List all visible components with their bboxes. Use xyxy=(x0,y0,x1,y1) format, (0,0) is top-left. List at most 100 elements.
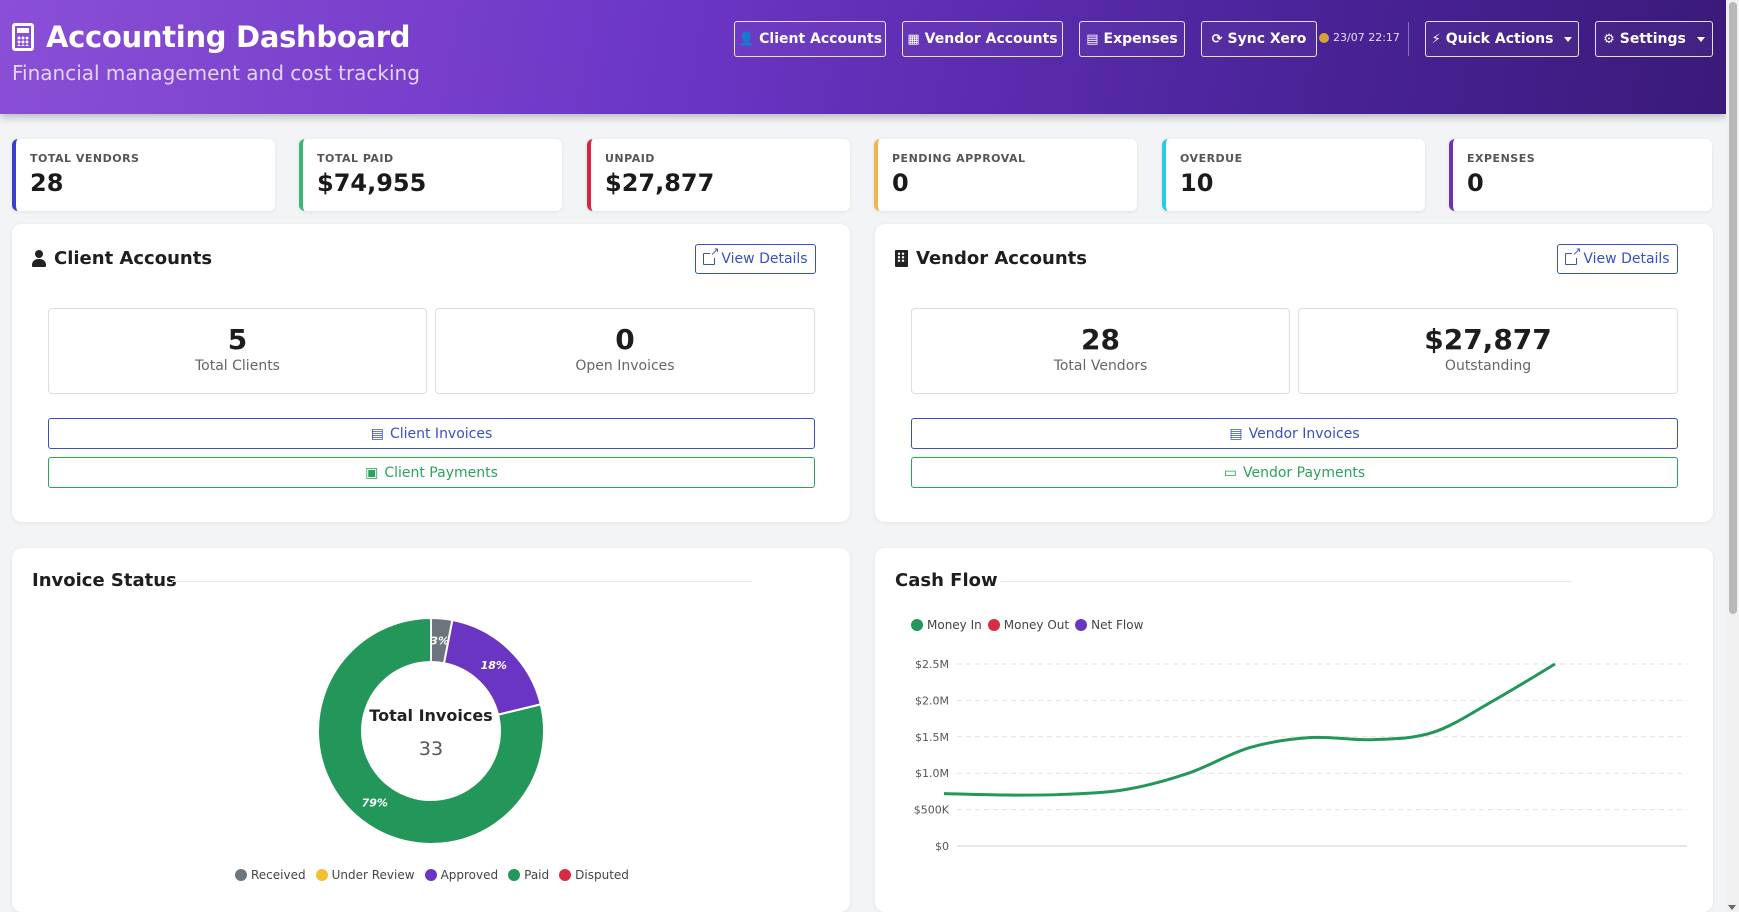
invoice-status-donut-chart: 3% 18% 79% Total Invoices 33 xyxy=(317,616,545,845)
stat-value: 28 xyxy=(30,169,64,197)
stat-value: 0 xyxy=(892,169,909,197)
metric-value: 28 xyxy=(1081,323,1120,356)
sync-xero-button[interactable]: ⟳ Sync Xero xyxy=(1201,21,1317,57)
legend-dot xyxy=(911,619,923,631)
total-vendors-metric: 28 Total Vendors xyxy=(911,308,1290,394)
view-details-label: View Details xyxy=(721,251,808,267)
client-payments-label: Client Payments xyxy=(384,464,498,481)
page-scrollbar[interactable] xyxy=(1726,0,1739,912)
stat-label: TOTAL VENDORS xyxy=(30,152,140,165)
stat-card: EXPENSES 0 xyxy=(1449,139,1712,211)
client-invoices-button[interactable]: ▤ Client Invoices xyxy=(48,418,815,449)
header-divider xyxy=(1408,22,1409,56)
stat-card: TOTAL VENDORS 28 xyxy=(12,139,275,211)
title-row: Accounting Dashboard xyxy=(12,20,411,54)
legend-item[interactable]: Received xyxy=(235,868,306,882)
header: Accounting Dashboard Financial managemen… xyxy=(0,0,1726,114)
donut-slice-paid[interactable] xyxy=(317,616,545,845)
stat-value: 10 xyxy=(1180,169,1214,197)
title-divider xyxy=(1001,581,1571,582)
cash-flow-title: Cash Flow xyxy=(895,570,998,591)
quick-actions-dropdown[interactable]: ⚡ Quick Actions xyxy=(1425,21,1579,57)
stat-card: PENDING APPROVAL 0 xyxy=(874,139,1137,211)
client-accounts-label: Client Accounts xyxy=(759,31,883,47)
metric-value: 5 xyxy=(227,323,248,356)
slice-percent-label: 79% xyxy=(362,797,388,810)
client-payments-button[interactable]: ▣ Client Payments xyxy=(48,457,815,488)
vendor-panel-title: Vendor Accounts xyxy=(916,248,1087,269)
vendor-view-details-button[interactable]: View Details xyxy=(1557,244,1678,274)
client-invoices-label: Client Invoices xyxy=(389,425,493,442)
settings-label: Settings xyxy=(1619,31,1686,47)
client-accounts-button[interactable]: 👤 Client Accounts xyxy=(734,21,886,57)
title-divider xyxy=(172,581,752,582)
sync-icon: ⟳ xyxy=(1211,31,1223,47)
view-details-label: View Details xyxy=(1583,251,1670,267)
sync-xero-label: Sync Xero xyxy=(1227,31,1307,47)
legend-label: Under Review xyxy=(331,868,415,882)
external-link-icon xyxy=(703,246,720,265)
legend-dot xyxy=(559,869,572,881)
expenses-button[interactable]: ▤ Expenses xyxy=(1079,21,1185,57)
stat-label: TOTAL PAID xyxy=(317,152,394,165)
sync-time-text: 23/07 22:17 xyxy=(1333,31,1400,44)
donut-center-label: Total Invoices xyxy=(369,706,492,725)
y-tick-label: $1.0M xyxy=(915,767,949,780)
page-title: Accounting Dashboard xyxy=(46,20,411,54)
stat-label: PENDING APPROVAL xyxy=(892,152,1026,165)
legend-label: Money Out xyxy=(1003,618,1070,632)
last-sync-time: 23/07 22:17 xyxy=(1319,31,1400,44)
stat-label: EXPENSES xyxy=(1467,152,1536,165)
metric-label: Total Vendors xyxy=(1053,358,1148,374)
metric-label: Open Invoices xyxy=(575,358,675,374)
stat-card: TOTAL PAID $74,955 xyxy=(299,139,562,211)
calculator-icon xyxy=(12,23,34,51)
legend-label: Received xyxy=(251,868,306,882)
y-tick-label: $2.5M xyxy=(915,658,949,671)
quick-actions-label: Quick Actions xyxy=(1445,31,1554,47)
series-line-money-in xyxy=(943,662,1556,797)
legend-label: Approved xyxy=(440,868,499,882)
client-view-details-button[interactable]: View Details xyxy=(695,244,816,274)
cash-flow-panel: Cash Flow Money In Money Out Net Flow $0 $5… xyxy=(875,548,1713,912)
vendor-invoices-label: Vendor Invoices xyxy=(1248,425,1360,442)
legend-item[interactable]: Money In xyxy=(911,618,982,632)
y-tick-label: $2.0M xyxy=(915,694,949,707)
scrollbar-thumb[interactable] xyxy=(1729,2,1737,614)
metric-label: Total Clients xyxy=(195,358,280,374)
legend-item[interactable]: Approved xyxy=(424,868,499,882)
vendor-accounts-label: Vendor Accounts xyxy=(924,31,1058,47)
y-tick-label: $1.5M xyxy=(915,731,949,744)
legend-dot xyxy=(315,869,328,881)
vendor-invoices-button[interactable]: ▤ Vendor Invoices xyxy=(911,418,1678,449)
invoice-icon: ▤ xyxy=(370,425,384,442)
vendor-payments-label: Vendor Payments xyxy=(1243,464,1366,481)
settings-dropdown[interactable]: ⚙ Settings xyxy=(1595,21,1713,57)
metric-value: $27,877 xyxy=(1424,323,1552,356)
legend-item[interactable]: Paid xyxy=(508,868,549,882)
invoice-status-title: Invoice Status xyxy=(32,570,177,591)
cash-flow-line-chart: $0 $500K $1.0M $1.5M $2.0M $2.5M xyxy=(914,658,1687,853)
external-link-icon xyxy=(1565,246,1582,265)
metric-value: 0 xyxy=(615,323,635,356)
scroll-down-arrow-icon[interactable] xyxy=(1728,905,1736,910)
slice-percent-label: 3% xyxy=(430,634,449,647)
money-icon: ▣ xyxy=(365,464,379,481)
chevron-down-icon xyxy=(1564,36,1573,42)
vendor-accounts-button[interactable]: ▦ Vendor Accounts xyxy=(902,21,1063,57)
legend-item[interactable]: Under Review xyxy=(315,868,415,882)
chevron-down-icon xyxy=(1696,36,1705,42)
building-icon: ▦ xyxy=(907,31,920,47)
legend-item[interactable]: Net Flow xyxy=(1075,618,1143,632)
vendor-panel-header: Vendor Accounts xyxy=(895,248,1087,269)
legend-item[interactable]: Disputed xyxy=(559,868,629,882)
vendor-payments-button[interactable]: ▭ Vendor Payments xyxy=(911,457,1678,488)
legend-label: Money In xyxy=(927,618,982,632)
expenses-label: Expenses xyxy=(1103,31,1178,47)
building-icon xyxy=(895,250,908,267)
page-subtitle: Financial management and cost tracking xyxy=(12,61,420,85)
legend-item[interactable]: Money Out xyxy=(987,618,1070,632)
y-tick-label: $0 xyxy=(935,840,949,853)
bolt-icon: ⚡ xyxy=(1431,31,1441,47)
open-invoices-metric: 0 Open Invoices xyxy=(435,308,815,394)
